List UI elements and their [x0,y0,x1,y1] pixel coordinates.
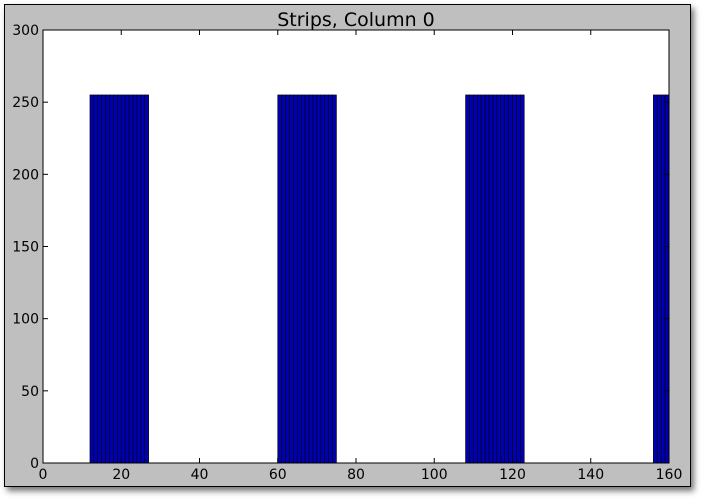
bar [512,94,517,464]
bar [289,94,294,464]
bar [316,94,322,464]
bar [320,94,326,464]
x-tick-label: 160 [656,467,683,483]
bar [105,94,110,464]
bar [312,94,318,464]
bar [488,94,494,464]
bar [504,94,509,464]
bar [304,94,310,464]
x-tick-label: 20 [112,467,130,483]
bar [277,94,282,464]
bar [128,94,134,464]
x-tick-label: 120 [499,467,526,483]
bar [109,94,114,464]
bar [653,94,658,464]
bar [132,94,138,464]
bar [300,94,306,464]
chart-title: Strips, Column 0 [277,9,435,31]
bar [656,94,662,464]
bar [508,94,513,464]
y-tick-label: 50 [21,384,39,400]
bar [484,94,490,464]
bar [281,94,286,464]
bar [113,94,118,464]
bar [297,94,302,464]
bar [332,94,337,464]
bar [293,94,298,464]
bar [496,94,502,464]
bar [469,94,474,464]
bar [664,94,670,464]
bar [520,94,525,464]
y-tick-label: 100 [12,312,39,328]
bar [480,94,486,464]
bar [120,94,126,464]
y-tick-label: 300 [12,23,39,39]
bar [124,94,130,464]
x-axis: 0 20 40 60 80 100 120 140 160 [39,30,683,483]
bar [328,94,333,464]
bar [324,94,329,464]
bar [97,94,102,464]
x-tick-label: 140 [577,467,604,483]
bar [492,94,498,464]
bar [140,94,146,464]
bar [465,94,470,464]
bar [93,94,99,464]
figure-background: Strips, Column 0 0 20 40 60 80 100 120 140 160 0… [4,4,691,487]
bar [473,94,478,464]
bar [144,94,149,464]
bar [516,94,521,464]
bar-chart: Strips, Column 0 0 20 40 60 80 100 120 140 160 0… [12,9,683,483]
bar [308,94,314,464]
x-tick-label: 0 [39,467,48,483]
y-tick-label: 0 [30,456,39,472]
y-axis: 0 50 100 150 200 250 300 [12,23,669,472]
bar [285,94,290,464]
x-tick-label: 60 [269,467,287,483]
x-tick-label: 80 [347,467,365,483]
y-tick-label: 200 [12,167,39,183]
bar [136,94,142,464]
y-tick-label: 150 [12,240,39,256]
x-tick-label: 100 [421,467,448,483]
bar [101,94,106,464]
bar [117,94,122,464]
bar [500,94,505,464]
bar [660,94,666,464]
bar [89,94,95,464]
bar [476,94,482,464]
y-tick-label: 250 [12,95,39,111]
x-tick-label: 40 [191,467,209,483]
